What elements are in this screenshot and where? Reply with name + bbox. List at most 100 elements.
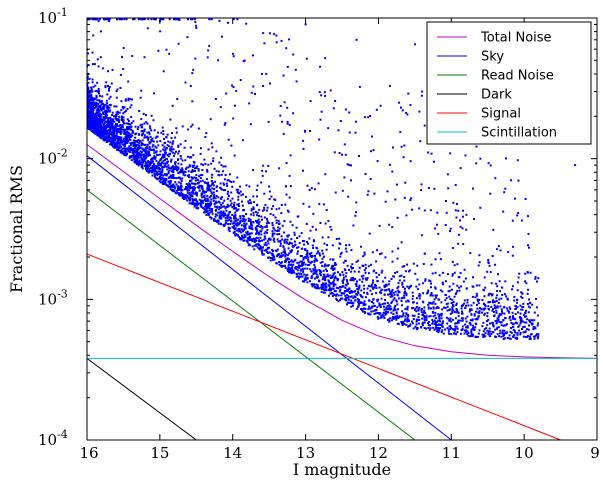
scatter-point (287, 247, 290, 250)
scatter-point (162, 180, 165, 183)
scatter-point (148, 142, 151, 145)
scatter-point (291, 265, 294, 268)
scatter-point (353, 270, 356, 273)
scatter-point (357, 301, 360, 304)
scatter-point (193, 18, 196, 21)
scatter-point (275, 34, 278, 37)
scatter-point (337, 278, 340, 281)
scatter-point (501, 329, 504, 332)
scatter-point (154, 145, 157, 148)
scatter-point (437, 307, 440, 309)
scatter-point (272, 226, 275, 229)
scatter-point (293, 233, 296, 236)
scatter-point (409, 104, 412, 106)
scatter-point (454, 209, 457, 212)
scatter-point (191, 164, 194, 167)
scatter-point (105, 123, 108, 126)
scatter-point (95, 112, 98, 114)
scatter-point (495, 321, 498, 324)
scatter-point (433, 322, 436, 325)
scatter-point (127, 131, 130, 134)
scatter-point (355, 293, 358, 295)
scatter-point (87, 104, 89, 107)
scatter-point (475, 310, 477, 313)
scatter-point (208, 44, 211, 47)
scatter-point (434, 311, 437, 314)
scatter-point (268, 32, 271, 35)
scatter-point (370, 150, 373, 153)
scatter-point (440, 317, 443, 320)
scatter-point (120, 116, 123, 119)
scatter-point (109, 120, 112, 123)
scatter-point (481, 325, 484, 328)
scatter-point (278, 263, 281, 266)
scatter-point (162, 133, 165, 136)
scatter-point (264, 237, 267, 240)
scatter-point (288, 174, 291, 177)
scatter-point (385, 284, 388, 287)
scatter-point (110, 82, 113, 85)
scatter-point (160, 131, 163, 134)
scatter-point (456, 327, 459, 330)
scatter-point (135, 160, 138, 163)
scatter-point (525, 321, 528, 324)
scatter-point (250, 91, 253, 94)
scatter-point (368, 232, 371, 235)
scatter-point (130, 125, 133, 128)
scatter-point (246, 237, 249, 240)
scatter-point (407, 320, 410, 323)
scatter-point (295, 267, 298, 270)
scatter-point (463, 299, 466, 302)
scatter-point (167, 145, 170, 148)
scatter-point (331, 275, 334, 278)
scatter-point (276, 248, 279, 251)
scatter-point (186, 174, 189, 177)
scatter-point (494, 305, 497, 308)
scatter-point (494, 307, 496, 310)
scatter-point (152, 148, 155, 151)
scatter-point (206, 187, 209, 190)
scatter-point (450, 326, 452, 329)
scatter-point (389, 293, 391, 296)
scatter-point (108, 89, 110, 92)
scatter-point (456, 331, 459, 334)
scatter-point (145, 164, 148, 167)
scatter-point (294, 258, 297, 261)
scatter-point (127, 126, 130, 129)
scatter-point (211, 212, 214, 215)
scatter-point (264, 203, 267, 206)
scatter-point (268, 237, 271, 240)
scatter-point (87, 127, 90, 130)
scatter-point (165, 158, 168, 161)
scatter-point (263, 232, 266, 235)
scatter-point (164, 153, 167, 155)
scatter-point (401, 283, 404, 286)
scatter-point (152, 119, 155, 122)
scatter-point (171, 151, 174, 154)
scatter-point (383, 305, 385, 308)
scatter-point (469, 309, 472, 311)
scatter-point (341, 297, 343, 300)
scatter-point (316, 284, 319, 287)
scatter-point (353, 295, 356, 298)
scatter-point (211, 173, 214, 176)
scatter-point (376, 280, 379, 283)
scatter-point (124, 98, 127, 101)
scatter-point (332, 273, 335, 275)
scatter-point (115, 115, 117, 118)
scatter-point (159, 181, 162, 184)
y-tick-label: 10-3 (38, 287, 68, 308)
scatter-point (492, 324, 495, 327)
scatter-point (412, 318, 415, 321)
scatter-point (90, 117, 93, 120)
scatter-point (425, 314, 428, 317)
scatter-point (99, 30, 102, 33)
scatter-point (197, 203, 199, 205)
scatter-point (403, 144, 406, 147)
scatter-point (473, 326, 476, 329)
scatter-point (341, 292, 344, 295)
scatter-point (186, 36, 189, 39)
scatter-point (424, 279, 427, 282)
scatter-point (335, 277, 338, 280)
scatter-point (280, 204, 283, 206)
